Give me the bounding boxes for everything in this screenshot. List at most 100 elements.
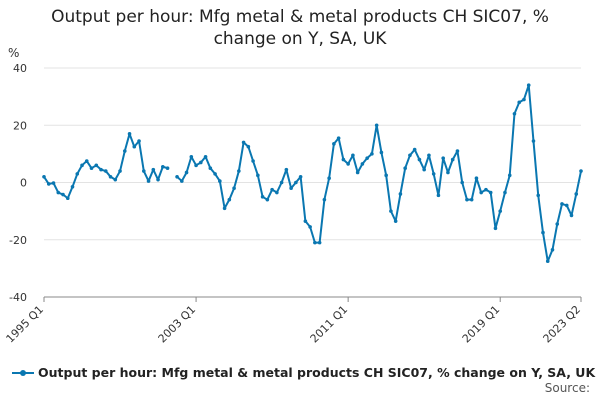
data-point[interactable] — [355, 170, 360, 175]
data-point[interactable] — [555, 222, 560, 226]
data-point[interactable] — [42, 174, 46, 179]
data-point[interactable] — [422, 167, 426, 172]
data-point[interactable] — [327, 176, 331, 181]
data-point[interactable] — [132, 144, 137, 149]
data-point[interactable] — [151, 167, 156, 172]
data-point[interactable] — [265, 197, 270, 202]
data-point[interactable] — [165, 166, 170, 170]
data-point[interactable] — [341, 157, 346, 162]
data-point[interactable] — [398, 192, 403, 196]
data-point[interactable] — [512, 112, 517, 116]
data-point[interactable] — [298, 174, 303, 179]
data-point[interactable] — [503, 190, 507, 195]
data-point[interactable] — [89, 166, 94, 170]
data-point[interactable] — [303, 219, 308, 223]
data-point[interactable] — [389, 209, 393, 213]
data-point[interactable] — [80, 163, 84, 168]
data-point[interactable] — [351, 153, 355, 158]
data-point[interactable] — [194, 163, 198, 168]
data-point[interactable] — [56, 190, 61, 195]
data-point[interactable] — [436, 193, 441, 198]
data-point[interactable] — [156, 177, 160, 182]
data-point[interactable] — [408, 153, 412, 158]
data-point[interactable] — [574, 192, 579, 196]
data-point[interactable] — [484, 187, 488, 192]
data-point[interactable] — [99, 167, 103, 172]
legend[interactable]: Output per hour: Mfg metal & metal produ… — [12, 365, 595, 380]
data-point[interactable] — [517, 100, 522, 105]
data-point[interactable] — [237, 169, 241, 173]
data-point[interactable] — [84, 159, 89, 163]
data-point[interactable] — [469, 197, 474, 202]
data-point[interactable] — [460, 180, 464, 185]
data-point[interactable] — [175, 174, 179, 179]
data-point[interactable] — [317, 240, 322, 245]
data-point[interactable] — [412, 147, 417, 152]
data-point[interactable] — [213, 172, 217, 176]
data-point[interactable] — [474, 176, 479, 181]
data-point[interactable] — [122, 149, 127, 153]
data-point[interactable] — [441, 156, 445, 160]
data-point[interactable] — [241, 140, 246, 145]
data-point[interactable] — [294, 180, 298, 185]
data-point[interactable] — [493, 226, 498, 231]
data-point[interactable] — [279, 180, 284, 185]
data-point[interactable] — [70, 184, 75, 189]
data-point[interactable] — [374, 123, 379, 128]
data-point[interactable] — [488, 190, 493, 195]
data-point[interactable] — [417, 157, 422, 162]
data-point[interactable] — [208, 166, 213, 170]
data-point[interactable] — [564, 203, 569, 208]
data-point[interactable] — [232, 186, 236, 191]
data-point[interactable] — [427, 153, 431, 158]
data-point[interactable] — [256, 173, 260, 178]
data-point[interactable] — [141, 169, 146, 173]
data-point[interactable] — [65, 196, 70, 201]
data-point[interactable] — [161, 164, 165, 169]
data-point[interactable] — [360, 162, 365, 166]
data-point[interactable] — [498, 209, 503, 213]
data-point[interactable] — [560, 202, 564, 206]
data-point[interactable] — [365, 156, 369, 160]
data-point[interactable] — [75, 172, 80, 176]
data-point[interactable] — [227, 197, 232, 202]
data-point[interactable] — [184, 170, 189, 175]
data-point[interactable] — [199, 160, 203, 165]
data-point[interactable] — [137, 139, 141, 143]
data-point[interactable] — [431, 172, 436, 176]
data-point[interactable] — [46, 182, 51, 186]
data-point[interactable] — [569, 213, 574, 218]
data-point[interactable] — [203, 154, 208, 159]
data-point[interactable] — [94, 163, 99, 168]
data-point[interactable] — [465, 197, 469, 202]
data-point[interactable] — [379, 150, 384, 155]
data-point[interactable] — [384, 173, 388, 178]
data-point[interactable] — [370, 152, 374, 156]
data-point[interactable] — [218, 179, 222, 183]
data-point[interactable] — [260, 195, 265, 199]
data-point[interactable] — [455, 149, 460, 153]
data-point[interactable] — [346, 162, 350, 166]
data-point[interactable] — [541, 230, 545, 235]
data-point[interactable] — [284, 167, 289, 172]
data-point[interactable] — [332, 142, 336, 146]
data-point[interactable] — [108, 174, 113, 179]
data-point[interactable] — [127, 132, 132, 136]
data-point[interactable] — [336, 136, 341, 140]
data-point[interactable] — [246, 144, 251, 149]
data-point[interactable] — [118, 169, 122, 173]
data-point[interactable] — [61, 192, 65, 197]
data-point[interactable] — [579, 169, 583, 173]
data-point[interactable] — [103, 169, 108, 173]
data-point[interactable] — [189, 154, 194, 159]
data-point[interactable] — [479, 190, 484, 195]
data-point[interactable] — [308, 225, 312, 229]
data-point[interactable] — [270, 187, 274, 192]
data-point[interactable] — [536, 193, 541, 198]
data-point[interactable] — [403, 166, 407, 170]
data-point[interactable] — [446, 170, 450, 175]
data-point[interactable] — [289, 186, 293, 191]
data-point[interactable] — [550, 247, 555, 252]
data-point[interactable] — [393, 219, 398, 223]
data-point[interactable] — [507, 173, 512, 178]
